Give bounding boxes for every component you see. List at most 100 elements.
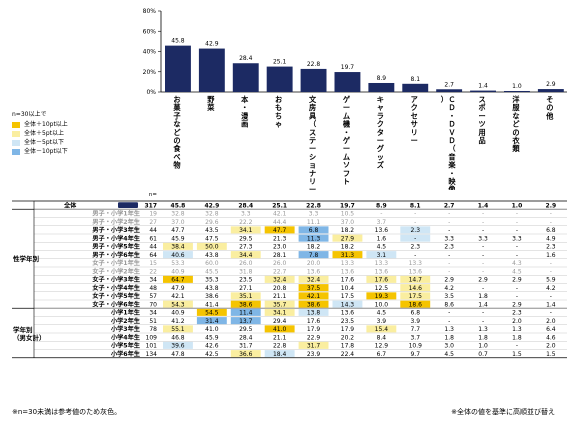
cell-value: -	[448, 268, 450, 275]
highlight-cell	[264, 350, 295, 358]
category-label: ＣＤ・ＤＶＤ（音楽・映像ソフト）	[441, 95, 457, 190]
highlight-cell	[196, 308, 227, 316]
cell-value: 27.9	[341, 235, 355, 242]
cell-value: 13.6	[409, 268, 423, 275]
cell-value: 13.6	[375, 268, 389, 275]
cell-value: 8.6	[444, 301, 454, 308]
cell-value: 1.4	[478, 301, 488, 308]
cell-value: 44.4	[273, 219, 287, 226]
highlight-cell	[332, 300, 363, 308]
legend: n=30以上で 全体＋10pt以上 全体＋5pt以上 全体－5pt以下 全体－10pt…	[12, 110, 68, 156]
data-label: 25.1	[273, 59, 287, 66]
row-n: 64	[149, 252, 157, 259]
data-label: 2.9	[546, 81, 556, 88]
row-n: 44	[149, 227, 157, 234]
cell-value: 17.6	[307, 318, 321, 325]
bar	[368, 82, 395, 92]
legend-swatch	[12, 139, 20, 146]
highlight-cell	[298, 300, 329, 308]
bar	[402, 83, 429, 92]
cell-value: 2.9	[512, 277, 522, 284]
row-label: 男子・小学3年生	[92, 226, 140, 234]
cell-value: 45.9	[205, 334, 219, 341]
cell-value: -	[550, 260, 552, 267]
cell-value: 42.5	[205, 351, 219, 358]
cell-value: 1.5	[546, 351, 556, 358]
cell-value: 15.4	[375, 326, 389, 333]
cell-value: 46.8	[171, 334, 185, 341]
cell-value: 8.1	[410, 202, 421, 209]
cell-value: 2.3	[546, 244, 556, 251]
cell-value: 29.5	[239, 235, 253, 242]
row-n: 19	[149, 211, 157, 218]
cell-value: -	[482, 244, 484, 251]
row-n: 51	[149, 318, 157, 325]
cell-value: 18.4	[273, 351, 287, 358]
cell-value: 31.4	[205, 318, 219, 325]
highlight-cell	[230, 251, 261, 259]
cell-value: -	[414, 235, 416, 242]
cell-value: -	[516, 252, 518, 259]
cell-value: 31.3	[341, 252, 355, 259]
row-label: 女子・小学1年生	[92, 259, 140, 267]
highlight-cell	[163, 242, 193, 250]
data-label: 1.4	[478, 83, 488, 90]
category-label: アクセサリー	[411, 95, 418, 145]
cell-value: 47.5	[205, 235, 219, 242]
cell-value: 12.5	[375, 285, 389, 292]
cell-value: 32.4	[307, 277, 321, 284]
cell-value: 42.1	[273, 211, 287, 218]
highlight-cell	[400, 292, 431, 300]
highlight-cell	[264, 300, 295, 308]
row-label: 男子・小学2年生	[92, 218, 140, 226]
row-n: 34	[149, 310, 157, 317]
cell-value: 3.3	[478, 235, 488, 242]
cell-value: 64.7	[171, 277, 185, 284]
cell-value: 50.0	[205, 244, 219, 251]
highlight-cell	[366, 325, 397, 333]
cell-value: -	[516, 211, 518, 218]
bar-chart: 80% 60% 40% 20% 0% 45.8 42.9 28.4 25.1 22.8 19.7 8.…	[143, 8, 567, 190]
y-tick-label: 20%	[143, 69, 157, 76]
group-label: 学年別	[13, 325, 33, 334]
cell-value: 19.7	[340, 202, 355, 209]
cell-value: 4.5	[377, 310, 387, 317]
highlight-cell	[196, 242, 227, 250]
cell-value: -	[550, 219, 552, 226]
highlight-cell	[298, 308, 329, 316]
row-n: 22	[149, 268, 157, 275]
legend-swatch	[12, 121, 20, 128]
cell-value: 37.0	[341, 219, 355, 226]
highlight-cell	[400, 300, 431, 308]
cell-value: 2.3	[444, 244, 454, 251]
cell-value: 40.9	[171, 310, 185, 317]
cell-value: 21.3	[273, 235, 287, 242]
cell-value: 2.9	[444, 277, 454, 284]
bar	[300, 68, 327, 92]
cell-value: 31.7	[239, 343, 253, 350]
cell-value: 3.3	[241, 211, 251, 218]
category-label: 文房具（ステーショナリー）	[308, 95, 317, 190]
cell-value: 45.8	[171, 202, 186, 209]
cell-value: -	[414, 219, 416, 226]
cell-value: 5.9	[546, 277, 556, 284]
cell-value: 41.4	[205, 301, 219, 308]
row-label: 小学1年生	[110, 309, 141, 317]
cell-value: 13.8	[307, 310, 321, 317]
cell-value: 2.0	[546, 318, 556, 325]
y-tick-label: 60%	[143, 28, 157, 35]
highlight-cell	[264, 226, 295, 234]
cell-value: 13.6	[375, 227, 389, 234]
cell-value: -	[448, 310, 450, 317]
cell-value: -	[448, 318, 450, 325]
total-marker	[118, 202, 138, 209]
highlight-cell	[230, 350, 261, 358]
row-label: 小学5年生	[110, 342, 141, 350]
row-label: 男子・小学4年生	[92, 234, 140, 242]
cell-value: 6.4	[546, 326, 556, 333]
bar	[436, 89, 463, 92]
cell-value: 32.8	[171, 211, 185, 218]
cell-value: -	[482, 318, 484, 325]
cell-value: 14.3	[341, 301, 355, 308]
